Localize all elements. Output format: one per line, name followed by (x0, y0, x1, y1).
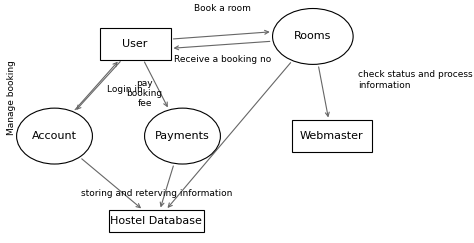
Text: Webmaster: Webmaster (300, 131, 364, 141)
Text: Rooms: Rooms (294, 31, 331, 42)
Text: check status and process
information: check status and process information (358, 70, 473, 90)
Bar (109, 210, 204, 232)
Ellipse shape (273, 9, 353, 64)
Text: Login in: Login in (107, 85, 142, 95)
Text: storing and reterving information: storing and reterving information (81, 189, 232, 198)
Text: Manage booking: Manage booking (7, 60, 16, 135)
Text: Receive a booking no: Receive a booking no (174, 55, 272, 64)
Text: pay
booking
fee: pay booking fee (127, 79, 163, 108)
Text: User: User (122, 39, 148, 49)
Ellipse shape (145, 108, 220, 164)
Bar (100, 28, 171, 60)
Text: Book a room: Book a room (194, 4, 251, 13)
Text: Hostel Database: Hostel Database (110, 216, 202, 226)
Bar (292, 120, 372, 152)
Ellipse shape (17, 108, 92, 164)
Text: Payments: Payments (155, 131, 210, 141)
Text: Account: Account (32, 131, 77, 141)
